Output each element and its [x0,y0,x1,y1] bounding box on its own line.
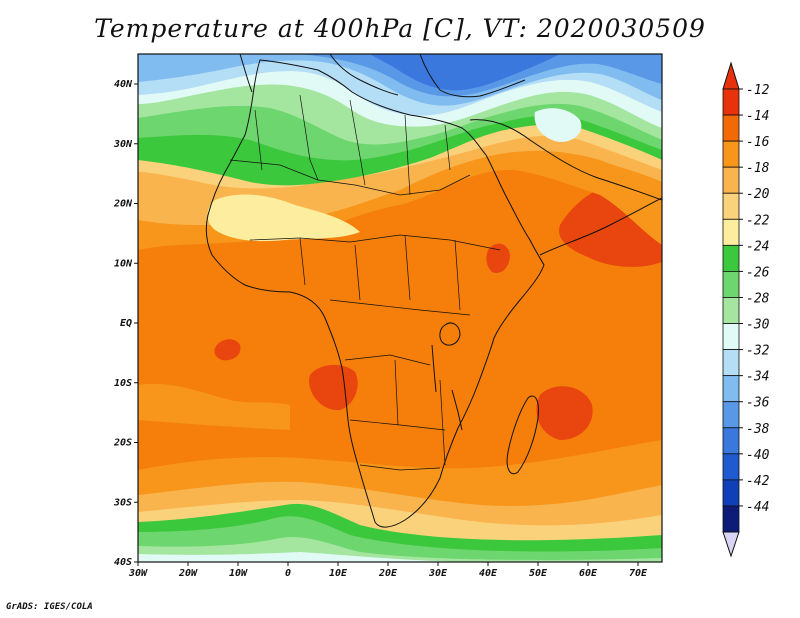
colorbar-bottom-arrow [722,531,740,558]
plot-frame [137,53,663,563]
colorbar-swatch [722,349,740,377]
field-gulf-cyan [534,108,582,142]
field-west-coast-mid [138,383,290,430]
colorbar-label: -14 [746,109,769,124]
colorbar-label: -44 [746,500,769,515]
colorbar-label: -40 [746,448,770,463]
lat-tick-label: EQ [120,318,132,329]
lat-tick-label: 30N [113,139,133,150]
colorbar-label: -28 [746,291,770,306]
lon-tick-label: 10W [229,568,248,579]
colorbar-swatch [722,88,740,116]
lon-tick-label: 10E [329,568,348,579]
colorbar-label: -30 [746,318,770,333]
field-north-blue-dark [370,54,560,91]
colorbar-label: -22 [746,213,770,228]
field-eq-hot [214,339,241,361]
rift-lakes [431,344,463,431]
africa-coastline [205,59,545,528]
europe-coastline [239,54,526,98]
lat-tick-label: 40S [114,557,132,568]
colorbar-swatch [722,244,740,272]
lat-tick-label: 20N [113,199,133,210]
madagascar-coastline [506,395,539,475]
lat-tick-label: 30S [113,497,132,508]
lon-tick-label: 70E [629,568,648,579]
lat-tick-label: 10S [114,378,132,389]
field-south-cyan [138,552,480,562]
country-borders [229,94,501,471]
border-lines-north [229,94,471,196]
colorbar-swatch [722,401,740,429]
lon-tick-label: 20E [378,568,398,579]
colorbar-label: -36 [746,396,770,411]
colorbar: -12 -14 -16 -18 -20 -22 -24 -26 -28 -30 -32 -34 -36 -… [722,61,770,558]
colorbar-swatch [722,375,740,403]
coastlines [205,54,662,528]
colorbar-top-arrow [722,61,740,90]
colorbar-label: -42 [746,474,770,489]
colorbar-label: -32 [746,344,770,359]
lake-victoria [439,322,461,346]
colorbar-label: -26 [746,265,770,280]
map-title: Temperature at 400hPa [C], VT: 202003050… [94,14,706,43]
arabia-coastline [469,119,662,256]
border-lines-south [344,354,446,471]
border-lines-central [249,234,501,316]
colorbar-swatch [722,192,740,220]
colorbar-swatch [722,218,740,246]
colorbar-label: -24 [746,239,769,254]
field-indian-hot [536,386,593,440]
lon-tick-label: 30E [428,568,448,579]
lon-tick-label: 20W [178,568,198,579]
lon-tick-label: 50E [529,568,548,579]
colorbar-label: -38 [746,422,770,437]
lon-tick-label: 30W [128,568,148,579]
colorbar-swatch [722,479,740,507]
colorbar-swatch [722,140,740,168]
colorbar-swatch [722,453,740,481]
field-north-sahel-paleyellow [207,194,360,242]
lat-tick-label: 20S [113,438,132,449]
colorbar-swatch [722,271,740,298]
colorbar-swatch [722,427,740,455]
colorbar-swatch [722,114,740,142]
colorbar-swatch [722,166,740,194]
grads-credit: GrADS: IGES/COLA [6,602,93,612]
colorbar-swatch [722,505,740,533]
lat-tick-label: 40N [114,79,133,90]
colorbar-swatch [722,297,740,324]
lon-tick-label: 60E [579,568,598,579]
colorbar-label: -12 [746,83,770,98]
colorbar-swatch [722,323,740,350]
colorbar-label: -20 [746,187,770,202]
lat-tick-label: 10N [114,258,133,269]
colorbar-label: -16 [746,135,770,150]
longitude-axis: 30W 20W 10W 0 10E 20E 30E 40E 50E 60E 70E [128,562,648,579]
latitude-axis: 40N 30N 20N 10N EQ 10S 20S 30S 40S [113,79,138,568]
field-east-africa-hot [486,243,510,274]
lon-tick-label: 0 [285,568,291,579]
lon-tick-label: 40E [479,568,498,579]
colorbar-label: -18 [746,161,770,176]
colorbar-label: -34 [746,370,769,385]
